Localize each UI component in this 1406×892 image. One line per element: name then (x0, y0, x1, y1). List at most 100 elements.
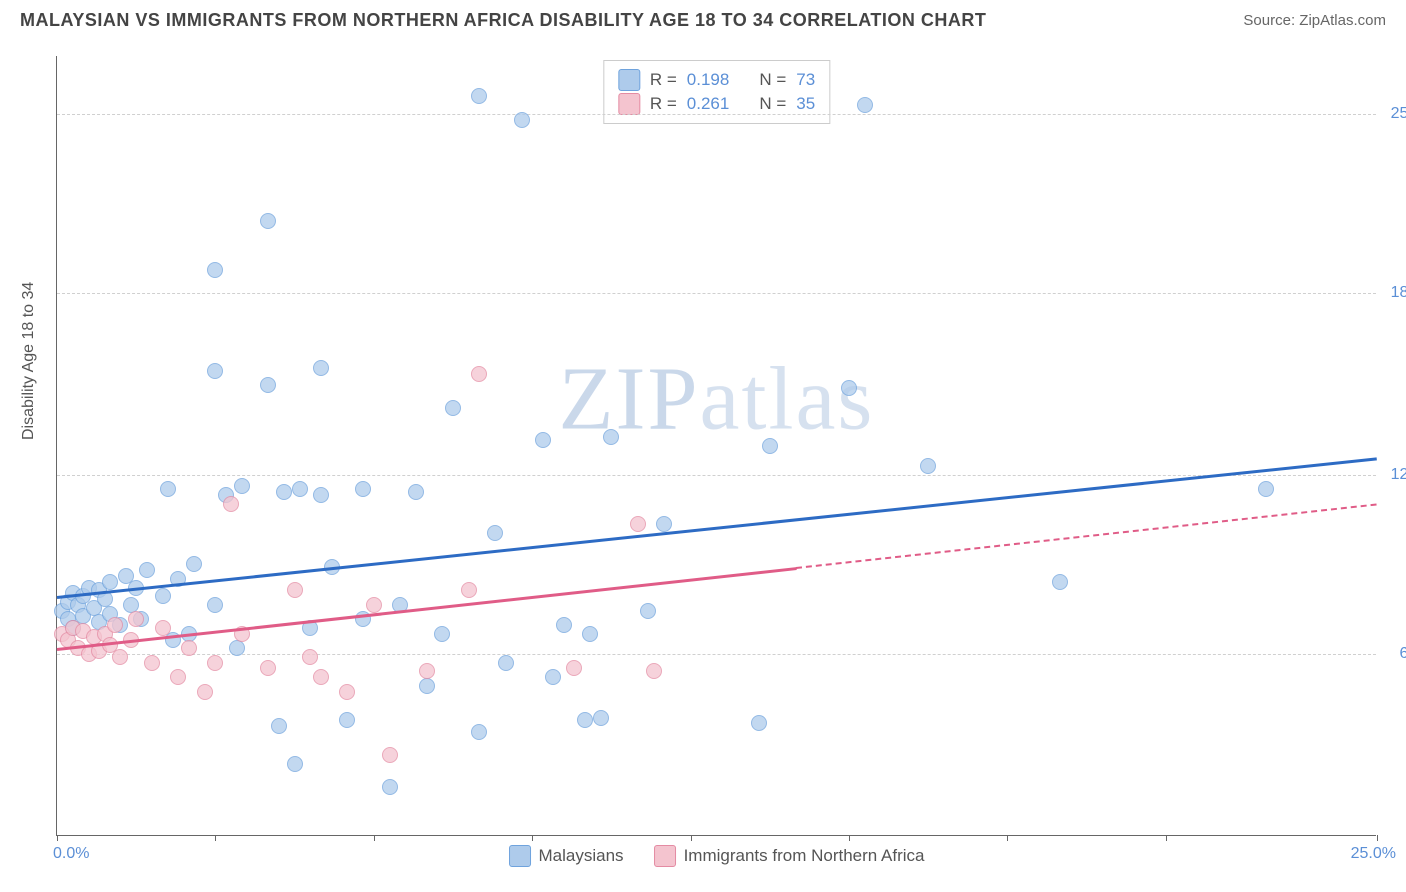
data-point (471, 724, 487, 740)
data-point (207, 363, 223, 379)
data-point (471, 366, 487, 382)
data-point (276, 484, 292, 500)
n-value-2: 35 (796, 94, 815, 114)
data-point (1052, 574, 1068, 590)
data-point (535, 432, 551, 448)
data-point (260, 213, 276, 229)
data-point (434, 626, 450, 642)
data-point (656, 516, 672, 532)
gridline (57, 475, 1376, 476)
source-attribution: Source: ZipAtlas.com (1243, 12, 1386, 29)
data-point (339, 684, 355, 700)
x-tick (215, 835, 216, 841)
data-point (223, 496, 239, 512)
data-point (207, 655, 223, 671)
data-point (355, 481, 371, 497)
data-point (514, 112, 530, 128)
legend-row-series-2: R = 0.261 N = 35 (618, 93, 815, 115)
y-tick-label: 6.3% (1400, 645, 1406, 663)
data-point (471, 88, 487, 104)
x-tick (57, 835, 58, 841)
n-label: N = (759, 70, 786, 90)
x-tick (532, 835, 533, 841)
data-point (229, 640, 245, 656)
data-point (160, 481, 176, 497)
r-value-1: 0.198 (687, 70, 730, 90)
legend-item-2: Immigrants from Northern Africa (654, 845, 925, 867)
data-point (751, 715, 767, 731)
trend-line (57, 567, 797, 651)
r-label: R = (650, 94, 677, 114)
data-point (139, 562, 155, 578)
swatch-series-2 (618, 93, 640, 115)
data-point (646, 663, 662, 679)
data-point (419, 663, 435, 679)
data-point (857, 97, 873, 113)
y-tick-label: 12.5% (1391, 466, 1406, 484)
legend-item-1: Malaysians (509, 845, 624, 867)
legend-label-1: Malaysians (539, 846, 624, 866)
x-tick-label: 0.0% (53, 845, 89, 863)
data-point (207, 597, 223, 613)
data-point (107, 617, 123, 633)
data-point (419, 678, 435, 694)
data-point (566, 660, 582, 676)
r-label: R = (650, 70, 677, 90)
data-point (603, 429, 619, 445)
data-point (234, 478, 250, 494)
data-point (287, 582, 303, 598)
x-tick (1166, 835, 1167, 841)
data-point (313, 360, 329, 376)
data-point (556, 617, 572, 633)
data-point (207, 262, 223, 278)
data-point (762, 438, 778, 454)
x-tick (849, 835, 850, 841)
y-tick-label: 25.0% (1391, 105, 1406, 123)
n-label: N = (759, 94, 786, 114)
data-point (382, 779, 398, 795)
x-tick-label: 25.0% (1351, 845, 1396, 863)
data-point (155, 620, 171, 636)
swatch-icon (654, 845, 676, 867)
source-prefix: Source: (1243, 12, 1299, 29)
data-point (302, 649, 318, 665)
data-point (545, 669, 561, 685)
data-point (366, 597, 382, 613)
data-point (577, 712, 593, 728)
data-point (313, 669, 329, 685)
r-value-2: 0.261 (687, 94, 730, 114)
data-point (181, 640, 197, 656)
y-axis-label: Disability Age 18 to 34 (20, 282, 38, 440)
data-point (271, 718, 287, 734)
data-point (102, 574, 118, 590)
series-legend: Malaysians Immigrants from Northern Afri… (509, 845, 925, 867)
x-tick (691, 835, 692, 841)
gridline (57, 114, 1376, 115)
data-point (408, 484, 424, 500)
x-tick (374, 835, 375, 841)
data-point (498, 655, 514, 671)
data-point (445, 400, 461, 416)
data-point (630, 516, 646, 532)
data-point (640, 603, 656, 619)
data-point (112, 649, 128, 665)
data-point (1258, 481, 1274, 497)
data-point (260, 660, 276, 676)
n-value-1: 73 (796, 70, 815, 90)
trend-line-extrapolated (796, 504, 1377, 570)
scatter-chart: ZIPatlas R = 0.198 N = 73 R = 0.261 N = … (56, 56, 1376, 836)
gridline (57, 293, 1376, 294)
x-tick (1377, 835, 1378, 841)
chart-title: MALAYSIAN VS IMMIGRANTS FROM NORTHERN AF… (20, 10, 986, 31)
data-point (339, 712, 355, 728)
source-link[interactable]: ZipAtlas.com (1299, 12, 1386, 29)
swatch-series-1 (618, 69, 640, 91)
data-point (186, 556, 202, 572)
data-point (128, 611, 144, 627)
x-tick (1007, 835, 1008, 841)
data-point (292, 481, 308, 497)
data-point (170, 669, 186, 685)
data-point (197, 684, 213, 700)
swatch-icon (509, 845, 531, 867)
data-point (155, 588, 171, 604)
